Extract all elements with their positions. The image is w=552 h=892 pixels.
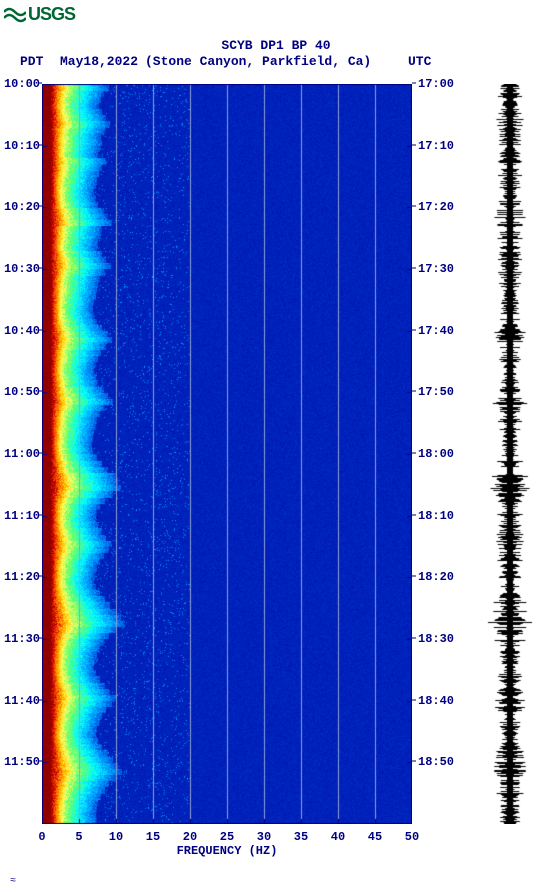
right-tick-label: 17:10 [418, 139, 454, 153]
left-tick-label: 10:30 [4, 262, 40, 276]
left-tick-label: 11:20 [4, 570, 40, 584]
right-tick-label: 18:00 [418, 447, 454, 461]
x-tick-label: 10 [109, 830, 123, 844]
right-tick-label: 17:00 [418, 77, 454, 91]
left-tick-label: 11:50 [4, 755, 40, 769]
right-tick-label: 18:20 [418, 570, 454, 584]
x-tick-label: 20 [183, 830, 197, 844]
frequency-axis: 05101520253035404550 [42, 824, 412, 842]
x-tick-label: 5 [75, 830, 82, 844]
right-tick-label: 17:40 [418, 324, 454, 338]
station-label: (Stone Canyon, Parkfield, Ca) [145, 54, 371, 69]
chart-title: SCYB DP1 BP 40 [0, 38, 552, 53]
right-timezone: UTC [408, 54, 431, 69]
wave-icon [4, 6, 26, 24]
x-tick-label: 50 [405, 830, 419, 844]
left-tick-label: 11:10 [4, 509, 40, 523]
x-tick-label: 30 [257, 830, 271, 844]
x-tick-label: 40 [331, 830, 345, 844]
right-tick-label: 18:30 [418, 632, 454, 646]
date-label: May18,2022 [60, 54, 138, 69]
left-tick-label: 10:00 [4, 77, 40, 91]
right-time-axis: 17:0017:1017:2017:3017:4017:5018:0018:10… [412, 84, 462, 824]
spectrogram-plot [42, 84, 412, 824]
left-tick-label: 11:00 [4, 447, 40, 461]
left-tick-label: 10:40 [4, 324, 40, 338]
x-axis-label: FREQUENCY (HZ) [42, 844, 412, 858]
x-tick-label: 0 [38, 830, 45, 844]
x-tick-label: 25 [220, 830, 234, 844]
x-tick-label: 15 [146, 830, 160, 844]
right-tick-label: 18:10 [418, 509, 454, 523]
left-tick-label: 10:20 [4, 200, 40, 214]
left-time-axis: 10:0010:1010:2010:3010:4010:5011:0011:10… [0, 84, 42, 824]
usgs-logo: USGS [4, 4, 75, 25]
logo-text: USGS [28, 4, 75, 25]
x-tick-label: 35 [294, 830, 308, 844]
waveform-canvas [478, 84, 543, 824]
right-tick-label: 17:20 [418, 200, 454, 214]
right-tick-label: 18:50 [418, 755, 454, 769]
right-tick-label: 17:50 [418, 385, 454, 399]
spectrogram-canvas [42, 84, 412, 824]
x-tick-label: 45 [368, 830, 382, 844]
left-tick-label: 11:40 [4, 694, 40, 708]
waveform-panel [478, 84, 543, 824]
left-tick-label: 11:30 [4, 632, 40, 646]
left-timezone: PDT [20, 54, 43, 69]
left-tick-label: 10:50 [4, 385, 40, 399]
right-tick-label: 17:30 [418, 262, 454, 276]
right-tick-label: 18:40 [418, 694, 454, 708]
footer-glyph: ≈ [10, 876, 16, 887]
left-tick-label: 10:10 [4, 139, 40, 153]
